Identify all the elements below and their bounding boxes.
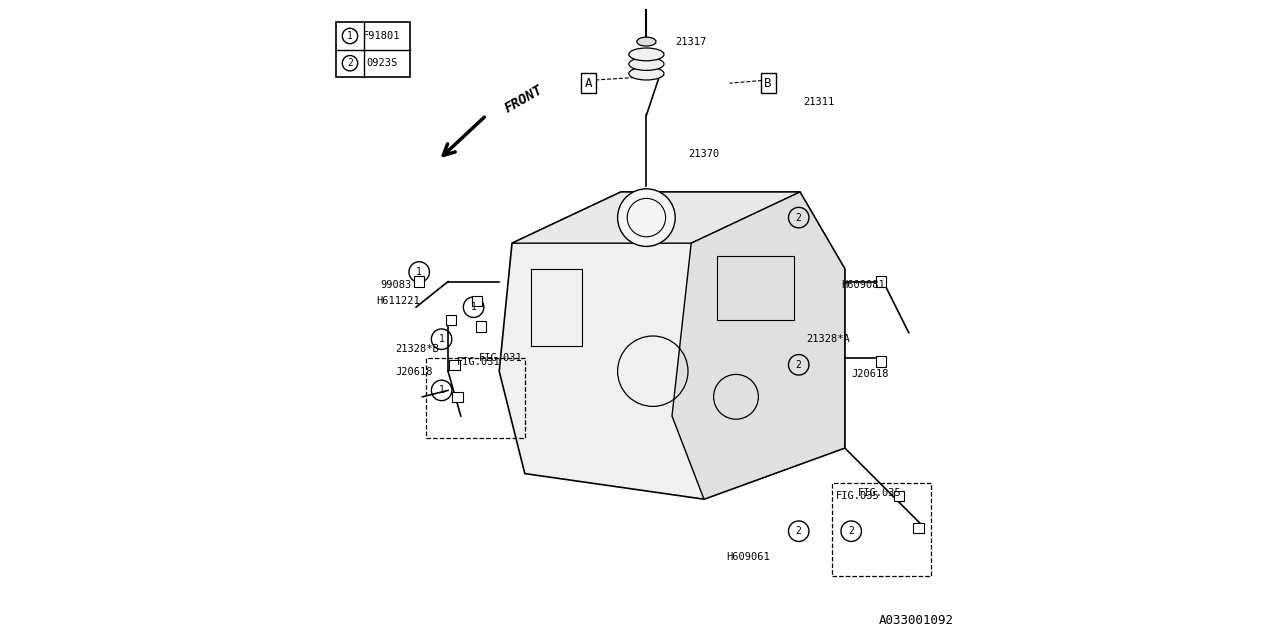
Ellipse shape — [628, 48, 664, 61]
Text: 2: 2 — [796, 212, 801, 223]
Bar — [876, 276, 886, 287]
Polygon shape — [672, 192, 845, 499]
Text: H611221: H611221 — [376, 296, 420, 306]
Text: 2: 2 — [849, 526, 854, 536]
Bar — [876, 356, 886, 367]
Text: 21317: 21317 — [676, 36, 707, 47]
Text: 2: 2 — [796, 360, 801, 370]
Bar — [425, 358, 525, 438]
Bar — [832, 483, 932, 576]
Text: 21328*A: 21328*A — [806, 334, 850, 344]
Bar — [335, 22, 410, 77]
Bar — [914, 523, 924, 533]
Circle shape — [618, 189, 676, 246]
Bar — [449, 360, 460, 370]
Bar — [472, 296, 483, 306]
Text: J20618: J20618 — [396, 367, 433, 378]
Text: 2: 2 — [796, 526, 801, 536]
Text: FIG.031: FIG.031 — [457, 356, 500, 367]
Ellipse shape — [637, 37, 657, 46]
Polygon shape — [512, 192, 800, 243]
Text: 21328*B: 21328*B — [396, 344, 439, 354]
Bar — [717, 256, 794, 320]
Text: 1: 1 — [439, 334, 444, 344]
Bar — [447, 315, 457, 325]
Text: 1: 1 — [416, 267, 422, 277]
Text: J20618: J20618 — [851, 369, 888, 380]
Bar — [531, 269, 582, 346]
Bar — [453, 392, 463, 402]
Bar — [476, 321, 486, 332]
Polygon shape — [499, 192, 845, 499]
Text: H609081: H609081 — [842, 280, 886, 290]
Text: A033001092: A033001092 — [878, 614, 954, 627]
Ellipse shape — [628, 58, 664, 70]
Text: 99083: 99083 — [381, 280, 412, 290]
Text: 1: 1 — [471, 302, 476, 312]
Text: FIG.035: FIG.035 — [858, 488, 901, 498]
Text: 21370: 21370 — [689, 148, 719, 159]
Text: FRONT: FRONT — [502, 82, 545, 115]
Text: 1: 1 — [439, 385, 444, 396]
Text: 1: 1 — [347, 31, 353, 41]
Text: F91801: F91801 — [364, 31, 401, 41]
Text: B: B — [764, 77, 772, 90]
Text: A: A — [585, 77, 593, 90]
Text: FIG.035: FIG.035 — [836, 491, 879, 501]
Text: 0923S: 0923S — [366, 58, 397, 68]
Text: FIG.031: FIG.031 — [479, 353, 522, 364]
Text: 21311: 21311 — [804, 97, 835, 108]
Ellipse shape — [628, 67, 664, 80]
Bar — [895, 491, 905, 501]
Bar — [415, 276, 425, 287]
Text: 2: 2 — [347, 58, 353, 68]
Text: H609061: H609061 — [727, 552, 771, 562]
